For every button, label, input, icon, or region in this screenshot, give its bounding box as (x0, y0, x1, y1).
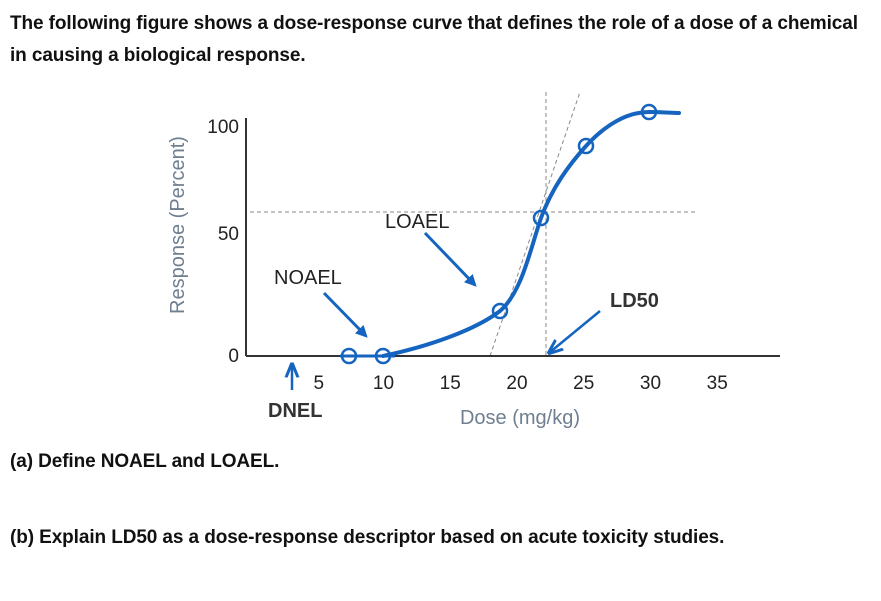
x-tick-label: 30 (640, 373, 661, 394)
x-axis-title: Dose (mg/kg) (460, 407, 580, 429)
annotation-ld50: LD50 (610, 290, 659, 312)
x-tick-label: 10 (373, 373, 394, 394)
x-tick-label: 20 (506, 373, 527, 394)
y-axis-title: Response (Percent) (167, 136, 189, 314)
dose-response-curve (381, 109, 681, 358)
ld50-arrow (549, 310, 601, 353)
annotation-dnel: DNEL (268, 400, 322, 422)
annotation-loael: LOAEL (385, 211, 449, 233)
y-tick-label: 50 (218, 224, 239, 245)
x-tick-label: 5 (313, 373, 324, 394)
y-tick-label: 0 (228, 346, 239, 367)
question-part-a: (a) Define NOAEL and LOAEL. (10, 451, 280, 472)
question-part-b: (b) Explain LD50 as a dose-response desc… (10, 527, 725, 548)
data-point (532, 209, 550, 227)
data-point (491, 302, 509, 320)
x-tick-label: 25 (573, 373, 594, 394)
x-tick-label: 15 (440, 373, 461, 394)
annotation-noael: NOAEL (274, 267, 342, 289)
tangent-guide-line (489, 91, 581, 357)
y-tick-label: 100 (207, 117, 239, 138)
question-intro: The following figure shows a dose-respon… (10, 13, 858, 66)
loael-arrow (423, 231, 477, 287)
data-point (577, 137, 595, 155)
data-point (640, 103, 658, 121)
x-tick-label: 35 (707, 373, 728, 394)
noael-arrow (322, 291, 368, 338)
